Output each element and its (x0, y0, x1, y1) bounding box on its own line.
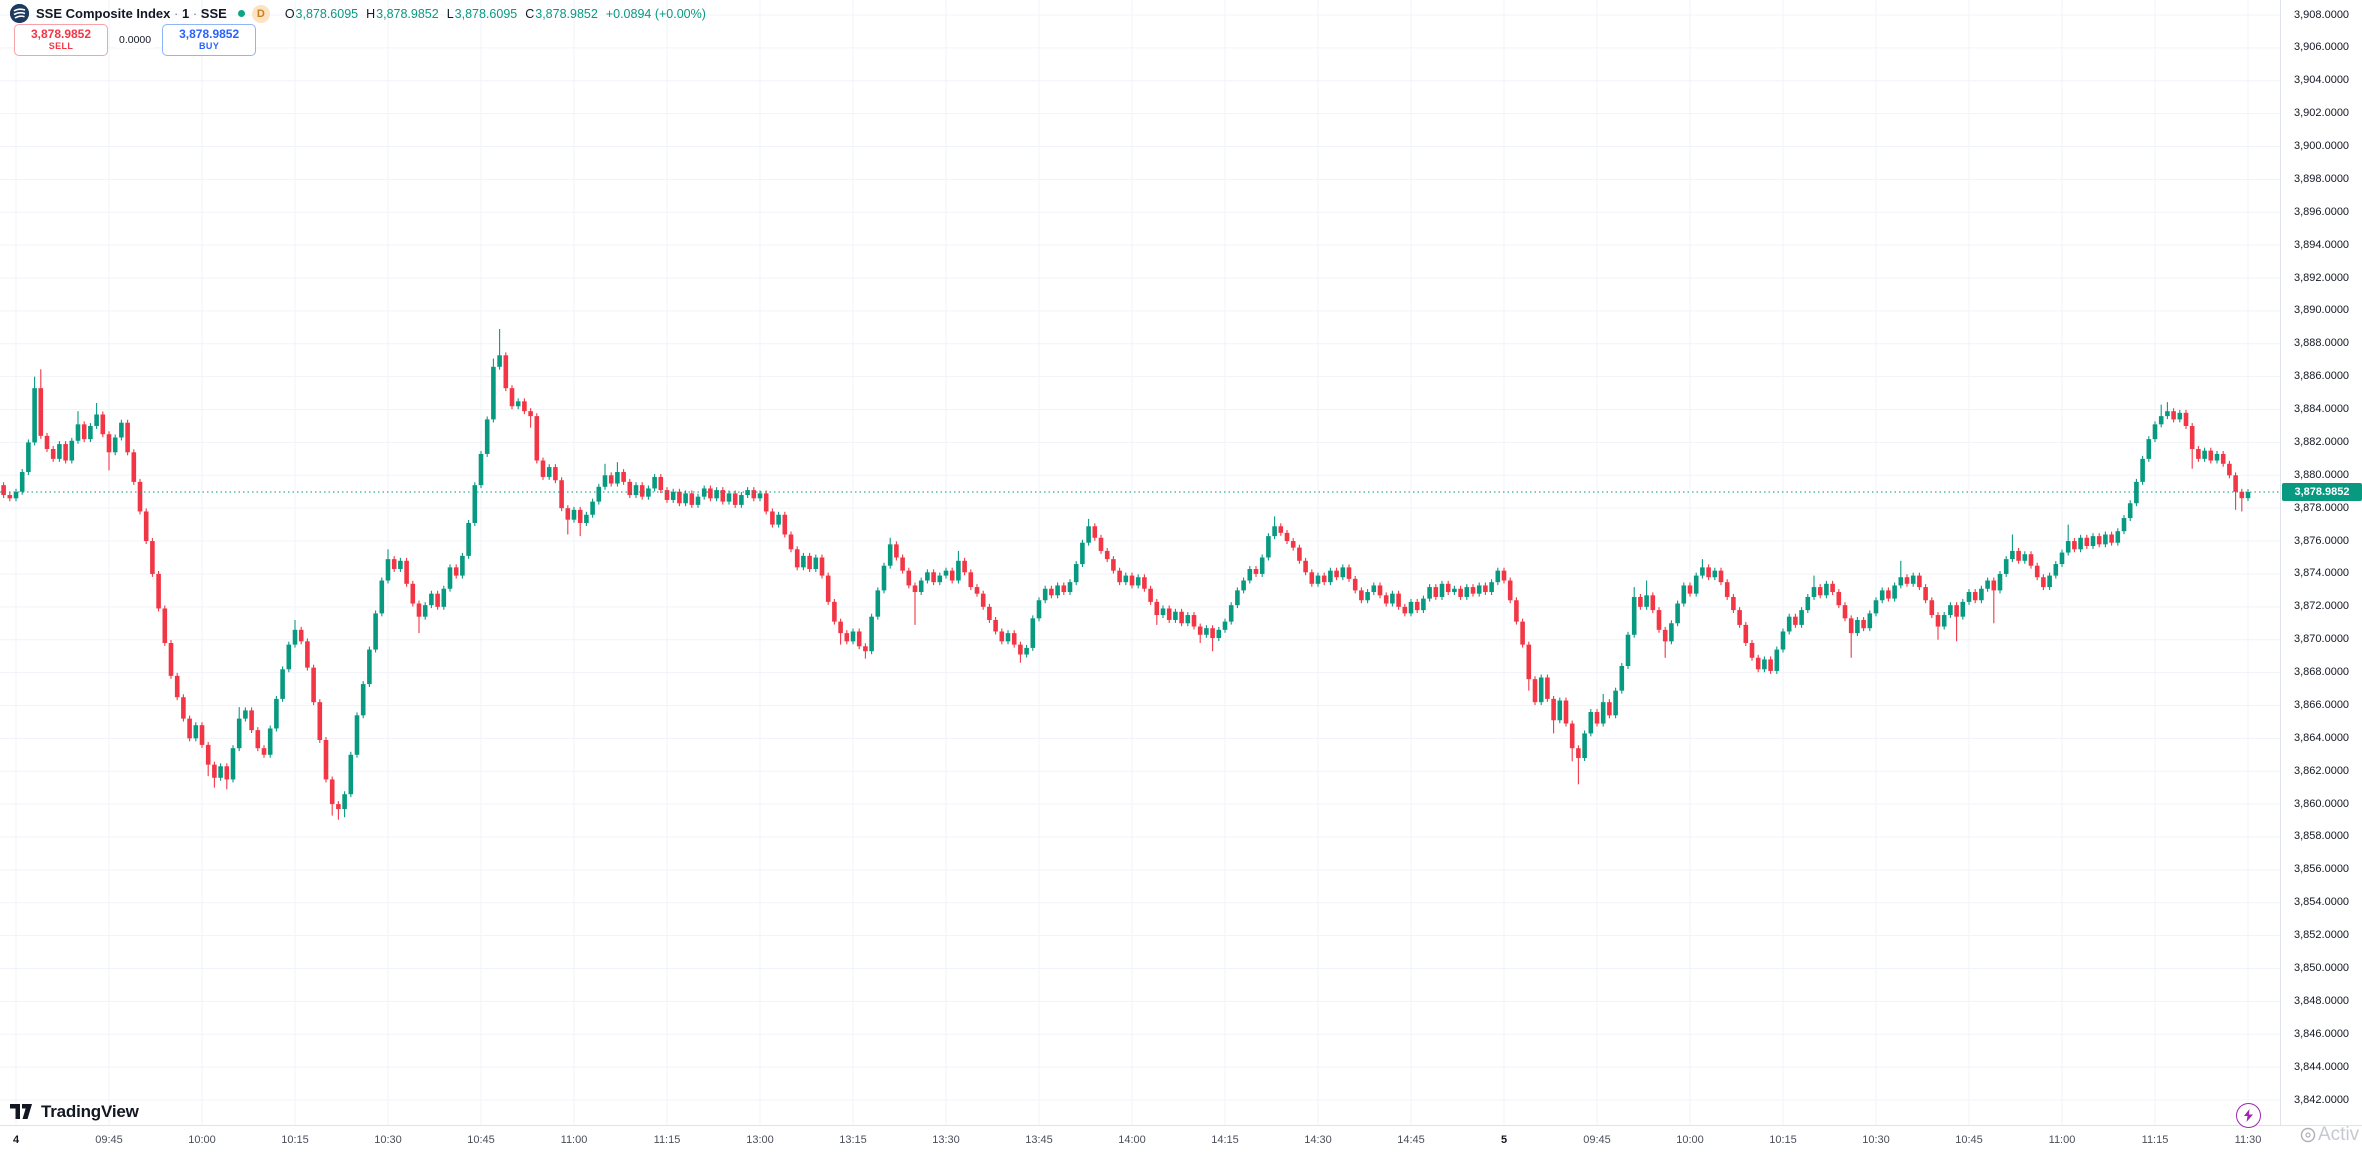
price-tick: 3,900.0000 (2294, 140, 2350, 152)
sse-logo-icon (10, 4, 29, 23)
price-tick: 3,908.0000 (2294, 8, 2350, 21)
price-tick: 3,854.0000 (2294, 896, 2350, 909)
time-tick: 14:00 (1118, 1134, 1146, 1146)
price-tick: 3,872.0000 (2294, 600, 2350, 613)
price-tick: 3,852.0000 (2294, 929, 2350, 942)
market-status-icon (237, 10, 245, 17)
symbol-title[interactable]: SSE Composite Index · 1 · SSE (36, 6, 227, 21)
buy-button[interactable]: 3,878.9852 BUY (162, 24, 257, 56)
time-tick: 10:00 (188, 1134, 216, 1146)
price-tick: 3,902.0000 (2294, 107, 2350, 120)
interval-value: 1 (181, 6, 190, 21)
price-tick: 3,882.0000 (2294, 435, 2350, 448)
watermark-icon (2300, 1127, 2316, 1143)
price-tick: 3,886.0000 (2294, 370, 2350, 383)
price-tick: 3,860.0000 (2294, 797, 2350, 810)
sell-price: 3,878.9852 (30, 27, 92, 42)
price-tick: 3,890.0000 (2294, 304, 2350, 317)
time-tick: 10:45 (467, 1134, 495, 1146)
price-tick: 3,880.0000 (2294, 468, 2350, 481)
time-axis[interactable]: 4 09:45 10:00 10:15 10:30 10:45 11:00 11:15 13:0… (0, 1125, 2362, 1155)
time-tick: 10:15 (1769, 1134, 1797, 1146)
price-tick: 3,846.0000 (2294, 1027, 2350, 1040)
price-tick: 3,842.0000 (2294, 1093, 2350, 1106)
price-tick: 3,866.0000 (2294, 698, 2350, 711)
spread-value: 0.0000 (116, 32, 155, 48)
price-axis[interactable]: 3,878.9852 3,908.0000 3,906.0000 3,904.000… (2280, 0, 2362, 1125)
time-tick: 14:15 (1211, 1134, 1239, 1146)
price-tick: 3,896.0000 (2294, 205, 2350, 218)
separator: · (192, 6, 198, 21)
price-tick: 3,898.0000 (2294, 172, 2350, 185)
price-tick: 3,868.0000 (2294, 666, 2350, 679)
time-tick: 10:00 (1676, 1134, 1704, 1146)
high-value: 3,878.9852 (376, 6, 439, 21)
separator: · (174, 6, 179, 21)
time-tick: 4 (12, 1134, 20, 1146)
time-tick: 13:00 (746, 1134, 774, 1146)
time-tick: 13:15 (839, 1134, 867, 1146)
tradingview-logo-icon (10, 1104, 32, 1119)
buy-price: 3,878.9852 (179, 27, 240, 42)
time-tick: 11:00 (2048, 1134, 2076, 1146)
price-tick: 3,888.0000 (2294, 337, 2350, 350)
sell-label: SELL (48, 40, 74, 51)
tradingview-logo[interactable]: TradingView (10, 1102, 139, 1122)
time-tick: 13:45 (1025, 1134, 1053, 1146)
sell-button[interactable]: 3,878.9852 SELL (14, 24, 108, 56)
price-tick: 3,844.0000 (2294, 1060, 2350, 1073)
price-tick: 3,894.0000 (2294, 238, 2350, 251)
price-tick: 3,906.0000 (2294, 41, 2350, 54)
trade-widget: 3,878.9852 SELL 0.0000 3,878.9852 BUY (14, 24, 257, 56)
price-tick: 3,850.0000 (2294, 961, 2350, 974)
time-tick: 14:45 (1397, 1134, 1425, 1146)
buy-label: BUY (199, 40, 220, 51)
dividends-badge[interactable]: D (251, 4, 270, 23)
instant-order-button[interactable] (2236, 1103, 2261, 1128)
time-tick: 11:15 (653, 1134, 681, 1146)
time-tick: 10:45 (1955, 1134, 1983, 1146)
time-tick: 11:00 (560, 1134, 588, 1146)
price-tick: 3,892.0000 (2294, 271, 2350, 284)
time-tick: 10:30 (1862, 1134, 1890, 1146)
time-tick: 10:15 (281, 1134, 309, 1146)
time-tick: 13:30 (932, 1134, 960, 1146)
os-watermark: Activ (2300, 1124, 2359, 1146)
change-value: +0.0894 (+0.00%) (605, 6, 706, 21)
price-tick: 3,870.0000 (2294, 633, 2350, 646)
price-tick: 3,884.0000 (2294, 403, 2350, 416)
open-value: 3,878.6095 (295, 6, 359, 21)
time-tick: 11:15 (2141, 1134, 2169, 1146)
price-tick: 3,858.0000 (2294, 830, 2350, 843)
time-tick: 11:30 (2234, 1134, 2262, 1146)
time-tick: 5 (1500, 1134, 1508, 1146)
price-tick: 3,848.0000 (2294, 994, 2350, 1007)
time-tick: 10:30 (374, 1134, 402, 1146)
price-tick: 3,856.0000 (2294, 863, 2350, 876)
close-value: 3,878.9852 (535, 6, 598, 21)
low-value: 3,878.6095 (454, 6, 518, 21)
price-tick: 3,878.0000 (2294, 501, 2350, 514)
lightning-icon (2244, 1109, 2253, 1122)
time-tick: 09:45 (95, 1134, 123, 1146)
price-tick: 3,862.0000 (2294, 764, 2350, 777)
price-tick: 3,864.0000 (2294, 731, 2350, 744)
symbol-legend: SSE Composite Index · 1 · SSE D O3,878.6… (10, 4, 706, 23)
exchange-name: SSE (200, 6, 227, 21)
time-tick: 09:45 (1583, 1134, 1611, 1146)
candlestick-chart[interactable] (0, 0, 2280, 1125)
time-tick: 14:30 (1304, 1134, 1332, 1146)
price-tick: 3,904.0000 (2294, 74, 2350, 87)
current-price-label: 3,878.9852 (2282, 482, 2362, 501)
price-tick: 3,876.0000 (2294, 534, 2350, 547)
tradingview-logo-text: TradingView (41, 1102, 139, 1121)
ohlc-readout: O3,878.6095 H3,878.9852 L3,878.6095 C3,8… (284, 6, 706, 21)
price-tick: 3,874.0000 (2294, 567, 2350, 580)
